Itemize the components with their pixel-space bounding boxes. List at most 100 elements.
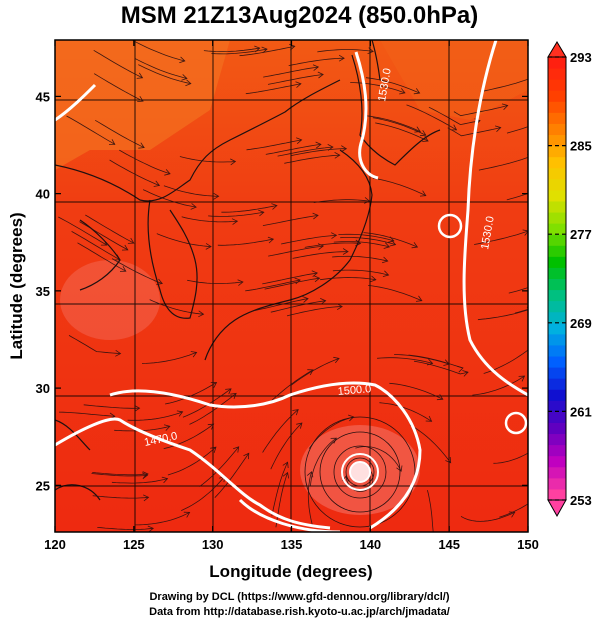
- streamline: [304, 242, 361, 248]
- colorbar-segment: [548, 101, 566, 113]
- streamline-arrow: [181, 74, 188, 81]
- streamline-arrow: [312, 64, 320, 71]
- colorbar-segment: [548, 68, 566, 80]
- streamline: [478, 156, 528, 171]
- colorbar-label: 261: [570, 404, 592, 419]
- colorbar-segment: [548, 178, 566, 191]
- streamline-arrow: [261, 46, 268, 54]
- plot-area: 1470.0 1500.0 1530.0 1530.0: [55, 40, 545, 545]
- colorbar-label: 285: [570, 139, 592, 154]
- streamline: [340, 237, 396, 245]
- colorbar-segment: [548, 134, 566, 147]
- y-tick-label: 45: [36, 89, 50, 104]
- streamline: [290, 358, 340, 387]
- streamline: [156, 233, 212, 247]
- colorbar-segment: [548, 477, 566, 490]
- streamline: [199, 446, 240, 487]
- streamline: [93, 73, 144, 102]
- streamline-arrow: [134, 405, 141, 412]
- streamline: [284, 154, 340, 164]
- streamline-arrow: [213, 192, 220, 200]
- streamline-arrow: [137, 95, 144, 102]
- streamline: [265, 144, 321, 155]
- streamline: [262, 272, 318, 285]
- streamline-arrow: [539, 442, 545, 448]
- streamline-arrow: [185, 79, 192, 87]
- streamline-arrow: [306, 471, 314, 478]
- streamline: [66, 115, 116, 145]
- colorbar-segment: [548, 256, 566, 268]
- colorbar-bottom-triangle: [547, 499, 567, 518]
- streamline-arrow: [443, 359, 450, 366]
- streamline: [246, 139, 302, 151]
- streamline-arrow: [431, 540, 437, 545]
- streamline-arrow: [282, 471, 290, 479]
- contour-label: 1500.0: [337, 383, 372, 398]
- streamline: [134, 58, 187, 79]
- streamline: [389, 382, 443, 400]
- streamline: [181, 476, 226, 511]
- streamline: [460, 511, 515, 522]
- y-tick-label: 35: [36, 284, 50, 299]
- x-axis-label: Longitude (degrees): [209, 562, 372, 581]
- streamline: [379, 402, 432, 422]
- streamline-arrow: [127, 237, 135, 244]
- streamline-arrow: [115, 349, 122, 357]
- streamline: [214, 453, 250, 498]
- colorbar-segment: [548, 212, 566, 224]
- colorbar-top-triangle: [547, 41, 567, 58]
- streamline-arrow: [457, 366, 464, 373]
- colorbar-segment: [548, 245, 566, 257]
- streamline: [307, 471, 314, 528]
- streamline: [508, 287, 528, 294]
- streamline-arrow: [388, 236, 395, 243]
- streamline-arrow: [342, 248, 349, 255]
- streamline: [372, 117, 426, 136]
- colorbar-segment: [548, 433, 566, 446]
- streamline-arrow: [294, 277, 301, 285]
- x-tick-label: 120: [44, 537, 66, 552]
- streamline: [270, 422, 303, 470]
- streamline: [58, 411, 115, 417]
- streamline: [245, 279, 301, 292]
- streamline-arrow: [138, 142, 145, 149]
- colorbar-segment: [548, 278, 566, 291]
- streamline: [394, 354, 450, 365]
- colorbar-label: 269: [570, 316, 592, 331]
- streamline-arrow: [327, 144, 334, 151]
- streamline-arrow: [381, 256, 389, 264]
- streamline-arrow: [445, 456, 452, 464]
- streamline: [480, 78, 528, 92]
- x-tick-label: 140: [359, 537, 381, 552]
- streamline-arrow: [295, 81, 302, 88]
- streamline-arrow: [210, 382, 218, 388]
- streamline-arrow: [396, 465, 403, 472]
- streamline-arrow: [179, 56, 186, 64]
- streamline-arrow: [100, 239, 108, 246]
- streamline-arrow: [334, 152, 341, 159]
- streamline: [163, 423, 214, 449]
- streamline-arrow: [271, 203, 278, 210]
- streamline-arrow: [317, 243, 325, 250]
- colorbar-segment: [548, 344, 566, 357]
- typhoon-eye: [349, 461, 371, 483]
- streamline: [262, 215, 319, 226]
- colorbar-segment: [548, 189, 566, 202]
- streamline: [253, 298, 309, 312]
- map-title: MSM 21Z13Aug2024 (850.0hPa): [120, 2, 479, 29]
- streamline: [189, 393, 237, 425]
- streamline-arrow: [501, 103, 509, 110]
- streamline-arrow: [190, 351, 198, 358]
- streamline: [366, 115, 421, 132]
- colorbar-segment: [548, 289, 566, 302]
- streamline-arrow: [347, 414, 355, 422]
- y-tick-label: 40: [36, 187, 50, 202]
- colorbar-segment: [548, 300, 566, 313]
- streamline: [281, 234, 337, 245]
- streamline-arrow: [331, 232, 338, 239]
- colorbar-label: 277: [570, 227, 592, 242]
- streamline-arrow: [147, 525, 154, 532]
- streamline-arrow: [333, 356, 340, 364]
- streamline: [406, 104, 457, 131]
- y-tick-label: 25: [36, 478, 50, 493]
